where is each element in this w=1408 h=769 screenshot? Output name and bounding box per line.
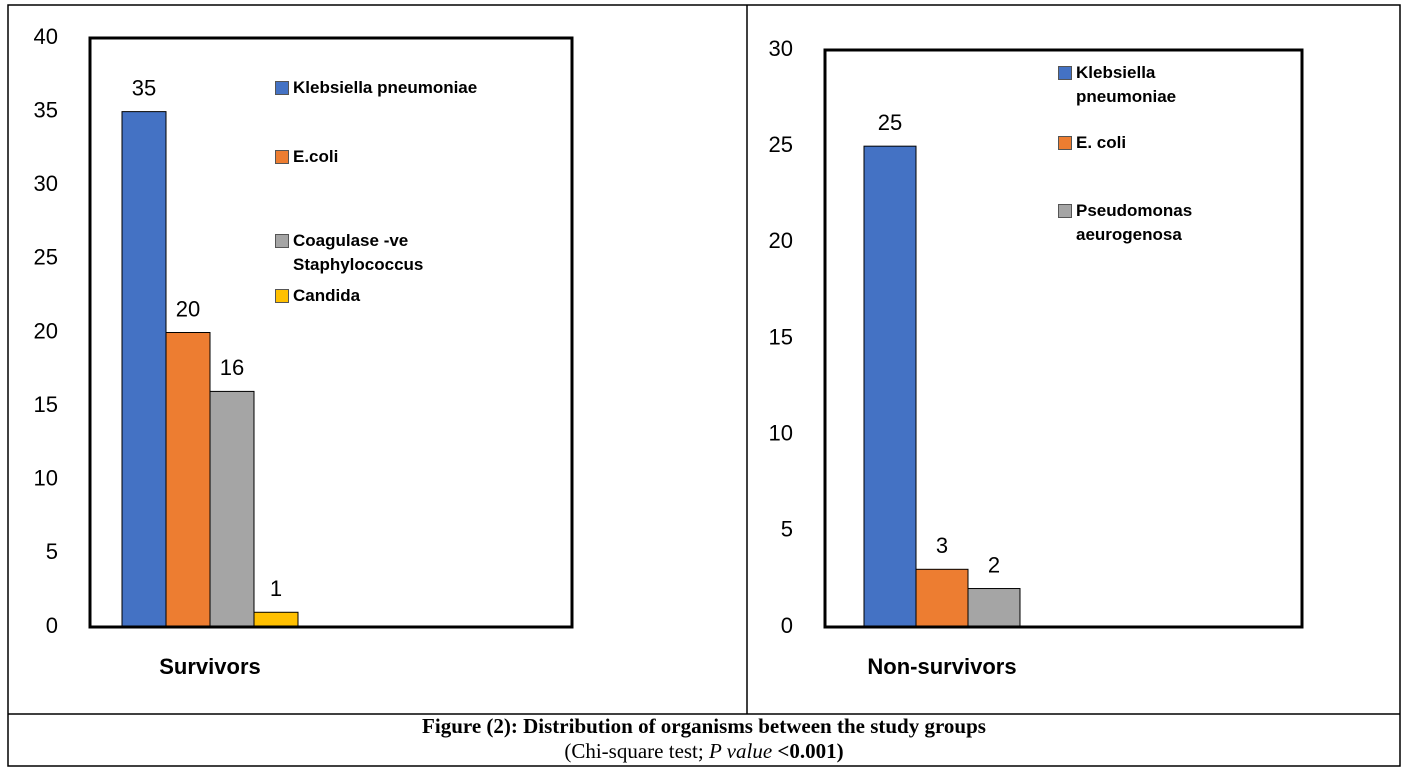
legend-label: Coagulase -ve Staphylococcus xyxy=(293,231,424,274)
legend-swatch xyxy=(275,289,289,303)
value-label: 16 xyxy=(220,355,244,380)
bar xyxy=(915,568,969,628)
table-border xyxy=(7,4,1401,767)
legend-swatch xyxy=(275,150,289,164)
legend-label: Candida xyxy=(293,286,361,305)
y-tick-label: 25 xyxy=(34,245,58,270)
y-tick-label: 10 xyxy=(34,466,58,491)
y-tick-label: 30 xyxy=(34,171,58,196)
bar xyxy=(253,611,299,628)
y-tick-label: 20 xyxy=(34,318,58,343)
value-label: 3 xyxy=(936,533,948,558)
legend-item: Klebsiella pneumoniae xyxy=(275,76,508,100)
value-label: 1 xyxy=(270,576,282,601)
y-tick-label: 40 xyxy=(34,24,58,49)
bar xyxy=(121,111,167,628)
x-category-label: Non-survivors xyxy=(867,654,1016,679)
legend-item: Pseudomonas aeurogenosa xyxy=(1058,199,1216,247)
caption-title: Figure (2): Distribution of organisms be… xyxy=(422,714,986,738)
plot-frame xyxy=(823,48,1304,629)
legend-label: Klebsiella pneumoniae xyxy=(293,78,478,97)
legend-item: Klebsiella pneumoniae xyxy=(1058,61,1216,109)
y-tick-label: 30 xyxy=(769,36,793,61)
y-tick-label: 35 xyxy=(34,97,58,122)
y-tick-label: 5 xyxy=(781,517,793,542)
plot-frame xyxy=(88,36,574,629)
legend-label: Klebsiella pneumoniae xyxy=(1076,63,1177,106)
bar xyxy=(209,390,255,628)
bar xyxy=(165,332,211,628)
x-category-label: Survivors xyxy=(159,654,261,679)
legend-label: E.coli xyxy=(293,147,339,166)
legend-item: Candida xyxy=(275,284,508,308)
legend-label: Pseudomonas aeurogenosa xyxy=(1076,201,1193,244)
caption-note: (Chi-square test; P value <0.001) xyxy=(8,739,1400,764)
y-tick-label: 25 xyxy=(769,132,793,157)
caption-note-text: (Chi-square test; xyxy=(564,739,709,763)
value-label: 20 xyxy=(176,296,200,321)
y-tick-label: 0 xyxy=(46,613,58,638)
y-tick-label: 0 xyxy=(781,613,793,638)
value-label: 35 xyxy=(132,75,156,100)
y-tick-label: 10 xyxy=(769,420,793,445)
legend-swatch xyxy=(1058,204,1072,218)
y-tick-label: 15 xyxy=(769,324,793,349)
legend-item: Coagulase -ve Staphylococcus xyxy=(275,229,508,277)
legend-swatch xyxy=(1058,66,1072,80)
caption-note-italic: P value xyxy=(708,739,773,763)
caption: Figure (2): Distribution of organisms be… xyxy=(8,714,1400,764)
value-label: 25 xyxy=(878,110,902,135)
bar xyxy=(863,145,917,628)
caption-note-bold: <0.001) xyxy=(772,739,844,763)
bar xyxy=(967,588,1021,628)
y-tick-label: 5 xyxy=(46,539,58,564)
y-tick-label: 20 xyxy=(769,228,793,253)
legend-item: E. coli xyxy=(1058,131,1216,155)
legend-label: E. coli xyxy=(1076,133,1127,152)
value-label: 2 xyxy=(988,552,1000,577)
legend-swatch xyxy=(275,234,289,248)
legend-item: E.coli xyxy=(275,145,508,169)
legend-swatch xyxy=(1058,136,1072,150)
y-tick-label: 15 xyxy=(34,392,58,417)
legend-swatch xyxy=(275,81,289,95)
